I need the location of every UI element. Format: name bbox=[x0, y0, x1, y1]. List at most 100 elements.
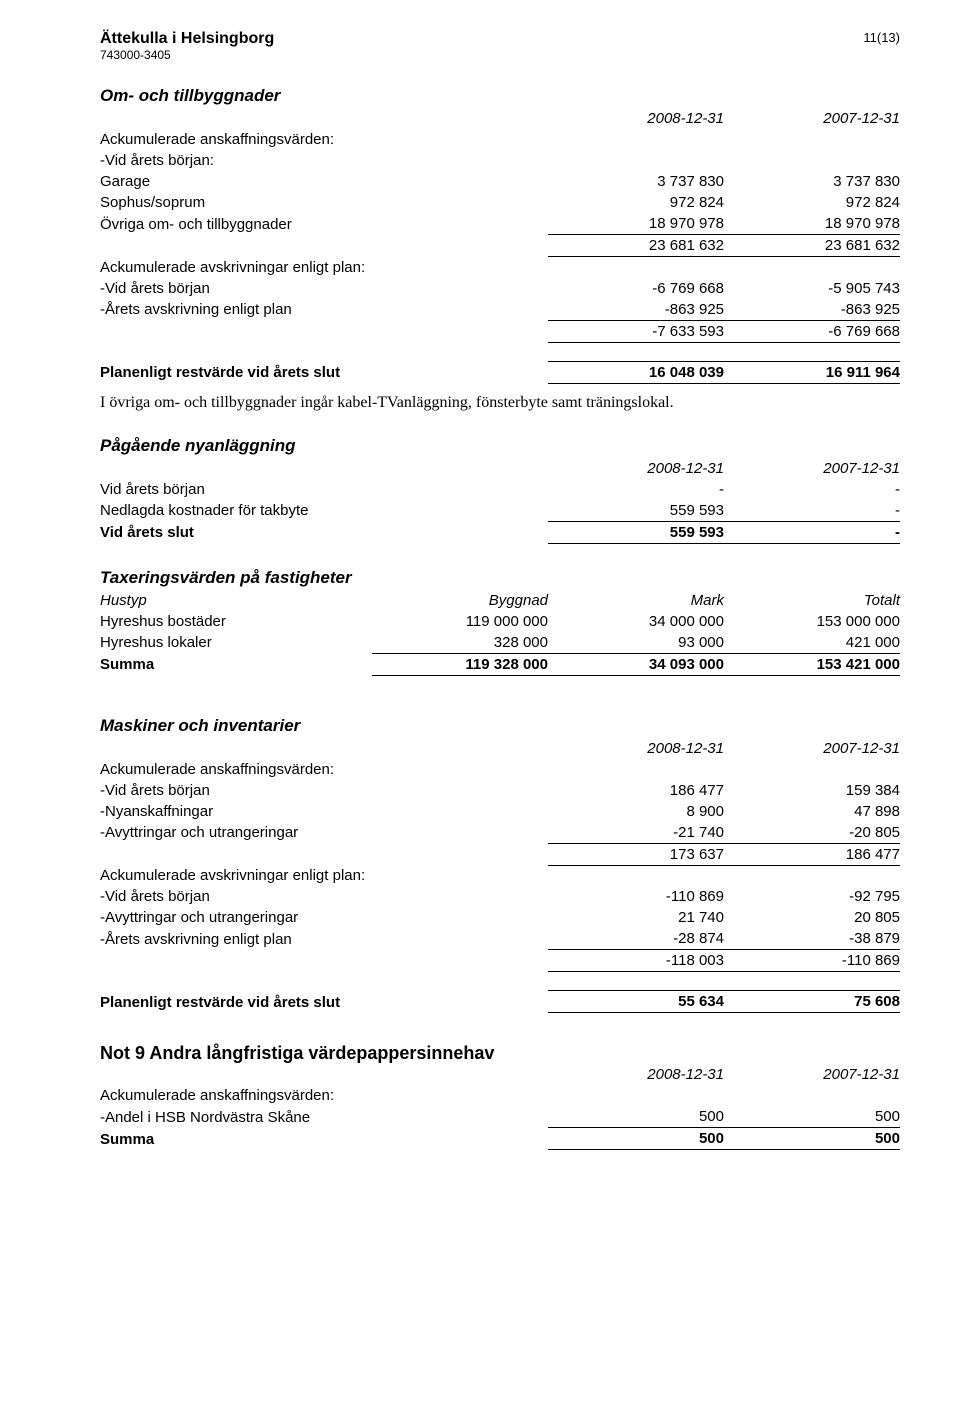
row-label: -Årets avskrivning enligt plan bbox=[100, 928, 548, 950]
table-row: -Avyttringar och utrangeringar21 74020 8… bbox=[100, 907, 900, 928]
cell: - bbox=[724, 500, 900, 522]
org-number: 743000-3405 bbox=[100, 48, 274, 62]
cell: 8 900 bbox=[548, 801, 724, 822]
table-row: -Årets avskrivning enligt plan-28 874-38… bbox=[100, 928, 900, 950]
table-row: Ackumulerade anskaffningsvärden: bbox=[100, 129, 900, 150]
row-label: Planenligt restvärde vid årets slut bbox=[100, 991, 548, 1013]
table-row: -Andel i HSB Nordvästra Skåne500500 bbox=[100, 1106, 900, 1128]
cell: 500 bbox=[724, 1106, 900, 1128]
table-row: Hyreshus lokaler328 00093 000421 000 bbox=[100, 632, 900, 654]
cell: -110 869 bbox=[548, 886, 724, 907]
table-row: Hyreshus bostäder119 000 00034 000 00015… bbox=[100, 611, 900, 632]
cell: 500 bbox=[548, 1128, 724, 1150]
table-row: Ackumulerade avskrivningar enligt plan: bbox=[100, 865, 900, 886]
table-row: Vid årets början-- bbox=[100, 479, 900, 500]
cell: 18 970 978 bbox=[724, 213, 900, 235]
cell: -863 925 bbox=[724, 299, 900, 321]
subtotal-row: -7 633 593-6 769 668 bbox=[100, 320, 900, 342]
row-label: -Nyanskaffningar bbox=[100, 801, 548, 822]
cell: 93 000 bbox=[548, 632, 724, 654]
table-row: -Vid årets början186 477159 384 bbox=[100, 780, 900, 801]
row-label: Nedlagda kostnader för takbyte bbox=[100, 500, 548, 522]
table-row: Ackumulerade avskrivningar enligt plan: bbox=[100, 257, 900, 278]
col-header: Mark bbox=[548, 590, 724, 611]
section-pagaende: Pågående nyanläggning 2008-12-31 2007-12… bbox=[100, 436, 900, 544]
cell: -92 795 bbox=[724, 886, 900, 907]
col-header: 2008-12-31 bbox=[548, 108, 724, 129]
cell: 34 000 000 bbox=[548, 611, 724, 632]
total-row: Planenligt restvärde vid årets slut 16 0… bbox=[100, 361, 900, 383]
row-label: -Vid årets början bbox=[100, 780, 548, 801]
row-label: Vid årets början bbox=[100, 479, 548, 500]
cell: 972 824 bbox=[724, 192, 900, 213]
col-header: 2007-12-31 bbox=[724, 458, 900, 479]
header-left: Ättekulla i Helsingborg 743000-3405 bbox=[100, 30, 274, 62]
row-label: Ackumulerade anskaffningsvärden: bbox=[100, 759, 548, 780]
row-label: -Vid årets början bbox=[100, 886, 548, 907]
row-label: Ackumulerade anskaffningsvärden: bbox=[100, 129, 548, 150]
subtotal-row: 23 681 63223 681 632 bbox=[100, 235, 900, 257]
row-label: -Avyttringar och utrangeringar bbox=[100, 822, 548, 844]
row-label: -Vid årets början: bbox=[100, 150, 548, 171]
cell: 47 898 bbox=[724, 801, 900, 822]
col-header: 2007-12-31 bbox=[724, 738, 900, 759]
total-row: Summa500500 bbox=[100, 1128, 900, 1150]
cell: 16 048 039 bbox=[548, 361, 724, 383]
cell: 159 384 bbox=[724, 780, 900, 801]
subtotal-row: -118 003-110 869 bbox=[100, 950, 900, 972]
row-label: Summa bbox=[100, 653, 372, 675]
cell: 186 477 bbox=[548, 780, 724, 801]
cell: 18 970 978 bbox=[548, 213, 724, 235]
section-maskiner: Maskiner och inventarier 2008-12-31 2007… bbox=[100, 716, 900, 1014]
section-title: Taxeringsvärden på fastigheter bbox=[100, 568, 900, 588]
cell: 34 093 000 bbox=[548, 653, 724, 675]
row-label: Ackumulerade avskrivningar enligt plan: bbox=[100, 257, 548, 278]
cell: - bbox=[724, 479, 900, 500]
table-header-row: 2008-12-31 2007-12-31 bbox=[100, 458, 900, 479]
row-label: -Avyttringar och utrangeringar bbox=[100, 907, 548, 928]
table-row: -Vid årets början-110 869-92 795 bbox=[100, 886, 900, 907]
table-row: Ackumulerade anskaffningsvärden: bbox=[100, 1085, 900, 1106]
doc-title: Ättekulla i Helsingborg bbox=[100, 30, 274, 48]
row-label: Garage bbox=[100, 171, 548, 192]
note-paragraph: I övriga om- och tillbyggnader ingår kab… bbox=[100, 394, 900, 412]
cell: 328 000 bbox=[372, 632, 548, 654]
section-title: Om- och tillbyggnader bbox=[100, 86, 900, 106]
col-header: 2008-12-31 bbox=[548, 458, 724, 479]
cell: -6 769 668 bbox=[548, 278, 724, 299]
cell: 20 805 bbox=[724, 907, 900, 928]
note9-heading: Not 9 Andra långfristiga värdepappersinn… bbox=[100, 1043, 900, 1064]
row-label: Ackumulerade avskrivningar enligt plan: bbox=[100, 865, 548, 886]
col-header: 2008-12-31 bbox=[548, 1064, 724, 1085]
table-header-row: 2008-12-31 2007-12-31 bbox=[100, 1064, 900, 1085]
mask-rest-table: Planenligt restvärde vid årets slut 55 6… bbox=[100, 990, 900, 1013]
cell: -28 874 bbox=[548, 928, 724, 950]
row-label: Planenligt restvärde vid årets slut bbox=[100, 361, 548, 383]
table-row: Garage3 737 8303 737 830 bbox=[100, 171, 900, 192]
cell: 500 bbox=[548, 1106, 724, 1128]
section-taxering: Taxeringsvärden på fastigheter Hustyp By… bbox=[100, 568, 900, 676]
tax-table: Hustyp Byggnad Mark Totalt Hyreshus bost… bbox=[100, 590, 900, 676]
table-row: Sophus/soprum972 824972 824 bbox=[100, 192, 900, 213]
cell: 55 634 bbox=[548, 991, 724, 1013]
table-header-row: 2008-12-31 2007-12-31 bbox=[100, 738, 900, 759]
cell: 972 824 bbox=[548, 192, 724, 213]
cell: 153 000 000 bbox=[724, 611, 900, 632]
section-title: Pågående nyanläggning bbox=[100, 436, 900, 456]
cell: 500 bbox=[724, 1128, 900, 1150]
cell: 23 681 632 bbox=[724, 235, 900, 257]
cell: -863 925 bbox=[548, 299, 724, 321]
cell: 3 737 830 bbox=[548, 171, 724, 192]
table-row: -Årets avskrivning enligt plan-863 925-8… bbox=[100, 299, 900, 321]
section-title: Maskiner och inventarier bbox=[100, 716, 900, 736]
cell: 16 911 964 bbox=[724, 361, 900, 383]
cell: 186 477 bbox=[724, 843, 900, 865]
row-label: Ackumulerade anskaffningsvärden: bbox=[100, 1085, 548, 1106]
cell: -118 003 bbox=[548, 950, 724, 972]
table-row: -Vid årets början: bbox=[100, 150, 900, 171]
row-label: -Andel i HSB Nordvästra Skåne bbox=[100, 1106, 548, 1128]
row-label: Sophus/soprum bbox=[100, 192, 548, 213]
cell: - bbox=[724, 521, 900, 543]
cell: -38 879 bbox=[724, 928, 900, 950]
cell: 119 328 000 bbox=[372, 653, 548, 675]
